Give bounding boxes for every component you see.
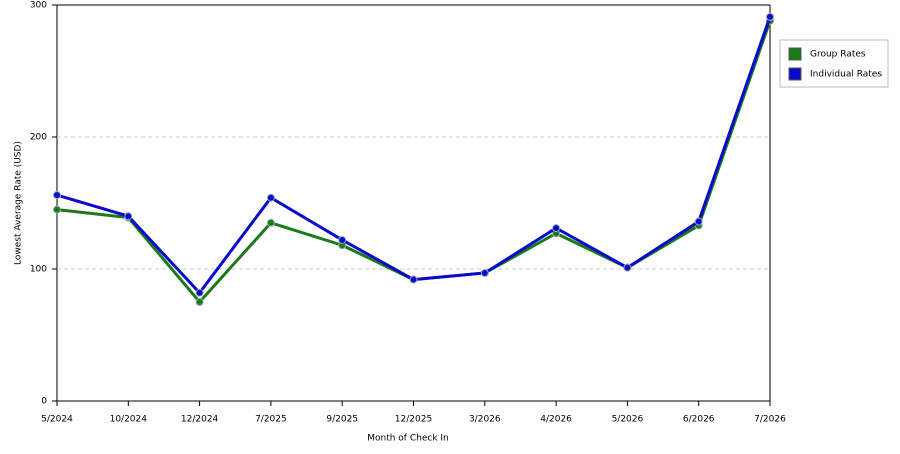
marker [195,298,204,306]
marker [766,12,774,21]
y-axis-label: Lowest Average Rate (USD) [14,141,24,265]
marker [338,235,347,244]
x-axis-label: Month of Check In [367,434,449,444]
marker [409,275,418,284]
y-tick-label: 300 [30,1,47,11]
x-tick-label: 12/2024 [181,415,219,425]
x-tick-label: 3/2026 [469,415,501,425]
marker [266,218,275,227]
x-tick-label: 10/2024 [110,415,148,425]
x-tick-label: 4/2026 [540,415,572,425]
marker [266,193,275,202]
y-tick-label: 0 [41,397,47,407]
marker [694,217,703,226]
x-tick-label: 5/2026 [612,415,644,425]
line [56,16,772,296]
x-tick-label: 7/2025 [255,415,287,425]
line [56,20,772,305]
marker [195,288,204,297]
legend-swatch [788,67,802,81]
marker [124,212,133,221]
legend-label: Group Rates [810,50,866,60]
marker [53,205,61,214]
marker [552,224,561,233]
marker [480,268,489,277]
y-tick-label: 100 [30,265,47,275]
legend-swatch [788,47,802,61]
marker [53,191,61,200]
x-tick-label: 12/2025 [395,415,432,425]
plot-area [56,4,771,402]
y-tick-label: 200 [30,133,47,143]
x-tick-label: 5/2024 [41,415,73,425]
x-tick-label: 6/2026 [683,415,715,425]
x-tick-label: 7/2026 [754,415,786,425]
x-tick-label: 9/2025 [326,415,358,425]
legend-label: Individual Rates [810,70,882,80]
marker [623,263,632,272]
